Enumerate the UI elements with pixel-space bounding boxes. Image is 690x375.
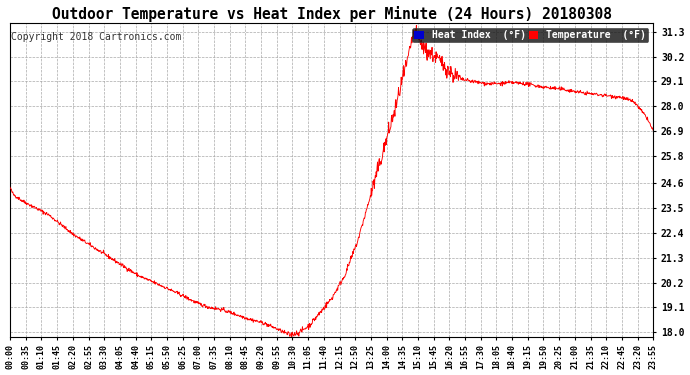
Legend: Heat Index  (°F), Temperature  (°F): Heat Index (°F), Temperature (°F): [412, 28, 649, 42]
Text: Copyright 2018 Cartronics.com: Copyright 2018 Cartronics.com: [11, 32, 181, 42]
Title: Outdoor Temperature vs Heat Index per Minute (24 Hours) 20180308: Outdoor Temperature vs Heat Index per Mi…: [52, 6, 611, 21]
